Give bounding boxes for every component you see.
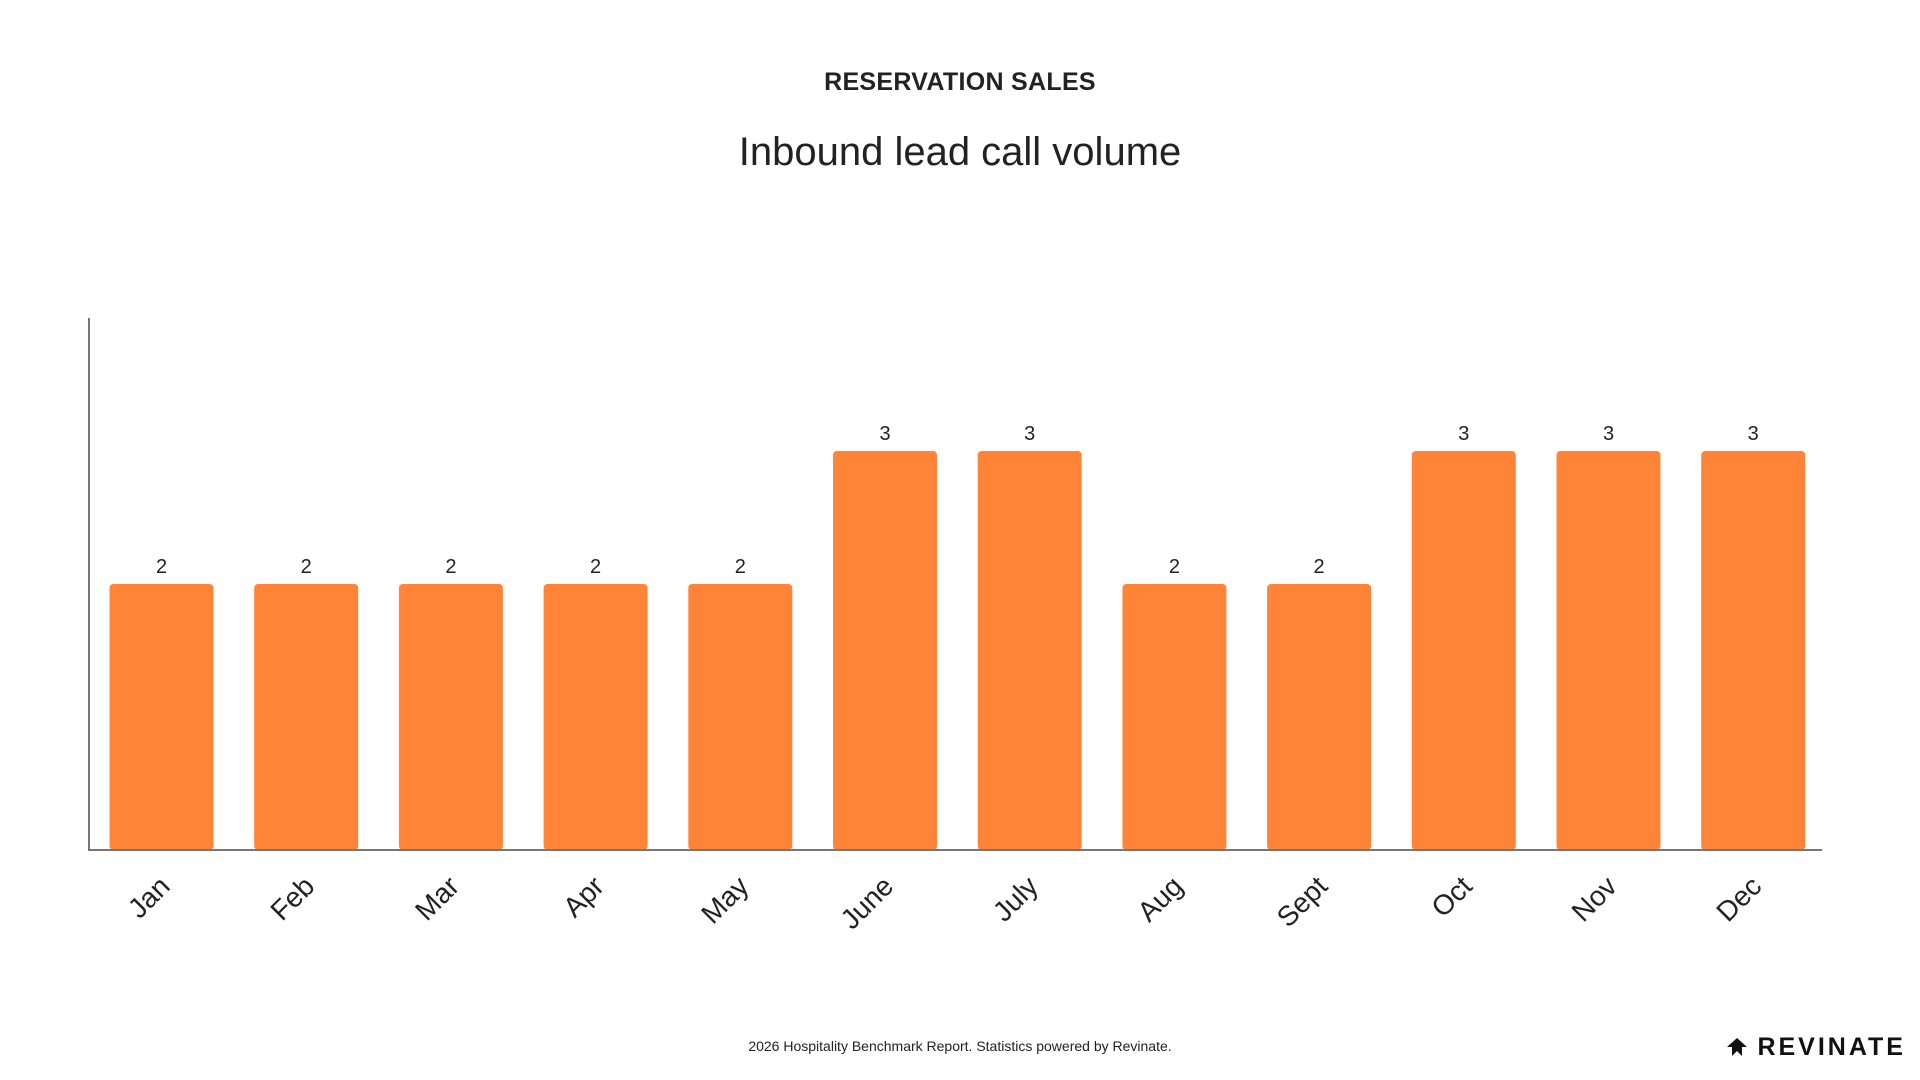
bar-feb	[254, 584, 359, 850]
value-labels-layer: 2 2 2 2 2 3 3 2 2 3 3 3	[156, 423, 1759, 578]
x-tick-label-nov: Nov	[1566, 870, 1623, 927]
value-label-july: 3	[1024, 423, 1035, 445]
chart-title: Inbound lead call volume	[738, 130, 1182, 174]
x-tick-label-jan: Jan	[122, 870, 176, 924]
value-label-feb: 2	[301, 556, 312, 578]
bar-nov	[1556, 451, 1661, 850]
x-tick-label-dec: Dec	[1710, 870, 1767, 927]
x-tick-label-may: May	[695, 870, 754, 929]
x-tick-label-aug: Aug	[1131, 870, 1188, 927]
value-label-sept: 2	[1314, 556, 1325, 578]
x-tick-label-mar: Mar	[409, 870, 465, 926]
value-label-june: 3	[879, 423, 890, 445]
brand-logo: REVINATE	[1725, 1033, 1906, 1062]
value-label-may: 2	[735, 556, 746, 578]
x-tick-label-feb: Feb	[264, 870, 320, 926]
x-tick-label-apr: Apr	[557, 870, 610, 923]
x-tick-label-oct: Oct	[1425, 870, 1478, 923]
bar-mar	[398, 584, 503, 850]
value-label-apr: 2	[590, 556, 601, 578]
bar-july	[977, 451, 1082, 850]
bar-may	[688, 584, 793, 850]
x-tick-label-june: June	[834, 870, 899, 935]
bars-layer	[109, 451, 1806, 850]
x-tick-label-sept: Sept	[1271, 870, 1334, 933]
value-label-oct: 3	[1458, 423, 1469, 445]
value-label-mar: 2	[445, 556, 456, 578]
bar-june	[833, 451, 937, 850]
value-label-aug: 2	[1169, 556, 1180, 578]
section-kicker: RESERVATION SALES	[824, 68, 1096, 96]
brand-wordmark: REVINATE	[1757, 1033, 1906, 1061]
bar-sept	[1267, 584, 1372, 850]
bar-aug	[1122, 584, 1227, 850]
bar-jan	[109, 584, 214, 850]
value-label-dec: 3	[1748, 423, 1759, 445]
value-label-jan: 2	[156, 556, 167, 578]
revinate-logo-icon	[1727, 1037, 1748, 1056]
value-label-nov: 3	[1603, 423, 1614, 445]
tick-labels-layer: Jan Feb Mar Apr May June July Aug Sept Oct Nov Dec	[122, 870, 1768, 935]
bar-chart: 2 2 2 2 2 3 3 2 2 3 3 3 Jan Feb Mar Apr May June July Aug S…	[88, 318, 1822, 935]
footer-note: 2026 Hospitality Benchmark Report. Stati…	[748, 1038, 1172, 1054]
bar-oct	[1411, 451, 1516, 850]
x-tick-label-july: July	[987, 870, 1044, 927]
bar-dec	[1701, 451, 1806, 850]
bar-apr	[543, 584, 648, 850]
